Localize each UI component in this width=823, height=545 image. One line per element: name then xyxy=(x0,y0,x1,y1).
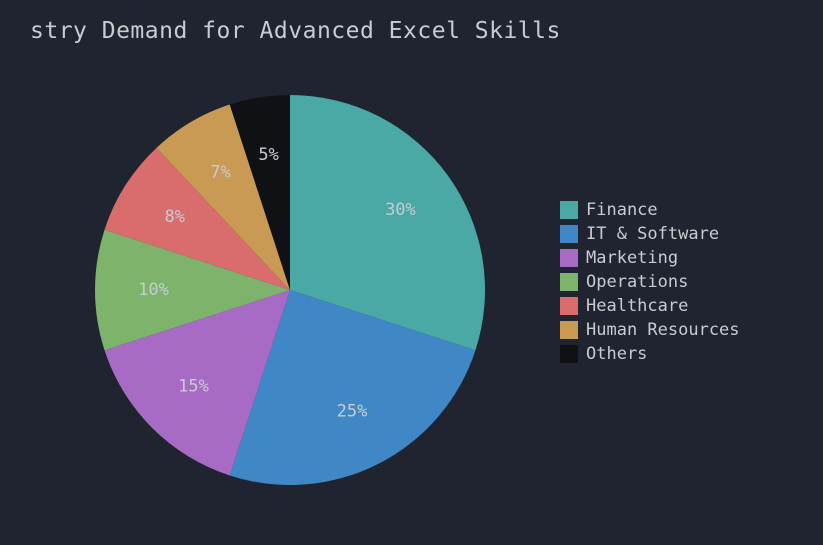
legend-label: Healthcare xyxy=(586,296,688,316)
pie-chart: 30% 25% 15% 10% 8% 7% 5% xyxy=(70,60,510,500)
legend-label: Others xyxy=(586,344,647,364)
legend-item: Operations xyxy=(560,272,740,292)
legend-swatch xyxy=(560,201,578,219)
pie-slice-label: 10% xyxy=(138,280,169,300)
legend-swatch xyxy=(560,225,578,243)
pie-slice-label: 15% xyxy=(178,377,209,397)
legend-item: IT & Software xyxy=(560,224,740,244)
legend-swatch xyxy=(560,273,578,291)
legend: Finance IT & Software Marketing Operations H… xyxy=(560,200,740,368)
chart-title: stry Demand for Advanced Excel Skills xyxy=(30,18,561,44)
legend-swatch xyxy=(560,297,578,315)
legend-label: Marketing xyxy=(586,248,678,268)
legend-item: Healthcare xyxy=(560,296,740,316)
legend-label: Human Resources xyxy=(586,320,740,340)
legend-item: Human Resources xyxy=(560,320,740,340)
pie-svg: 30% 25% 15% 10% 8% 7% 5% xyxy=(70,60,510,500)
pie-slice-label: 8% xyxy=(165,207,185,227)
legend-swatch xyxy=(560,345,578,363)
pie-slice-label: 5% xyxy=(258,145,278,165)
legend-swatch xyxy=(560,321,578,339)
pie-slice-label: 25% xyxy=(337,402,368,422)
legend-item: Marketing xyxy=(560,248,740,268)
pie-slice-label: 30% xyxy=(385,200,416,220)
legend-item: Finance xyxy=(560,200,740,220)
legend-label: IT & Software xyxy=(586,224,719,244)
legend-swatch xyxy=(560,249,578,267)
legend-item: Others xyxy=(560,344,740,364)
legend-label: Operations xyxy=(586,272,688,292)
pie-slice-label: 7% xyxy=(210,163,230,183)
legend-label: Finance xyxy=(586,200,658,220)
